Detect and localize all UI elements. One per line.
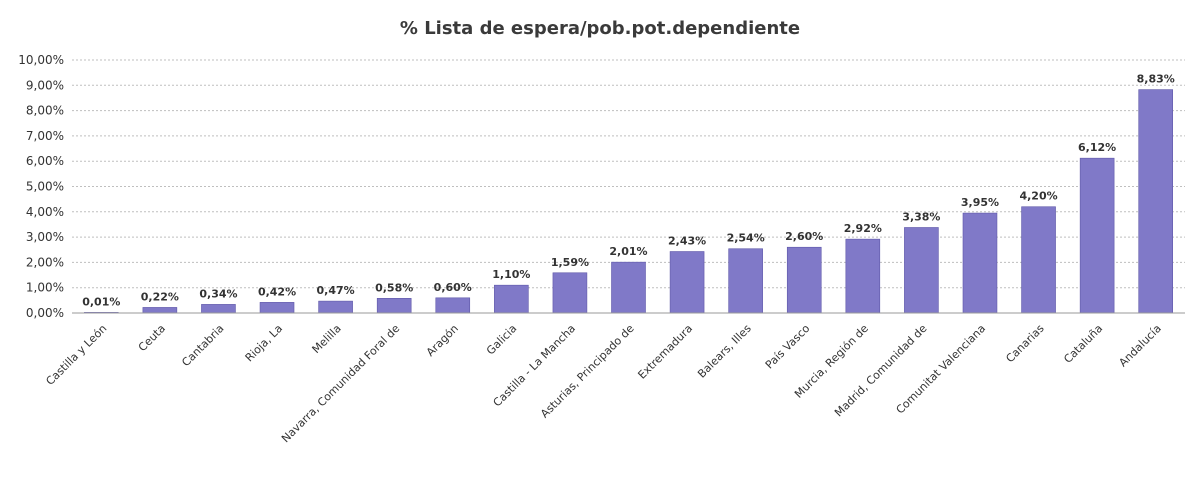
bar <box>728 248 763 314</box>
data-label: 2,43% <box>668 235 706 248</box>
chart-title: % Lista de espera/pob.pot.dependiente <box>400 18 800 39</box>
x-tick-label: Cantabria <box>179 322 226 369</box>
data-label: 6,12% <box>1078 141 1116 154</box>
bars <box>84 89 1173 314</box>
x-tick-label: Cataluña <box>1061 322 1105 366</box>
bar <box>435 297 471 314</box>
x-tick-label: Galicia <box>484 322 520 358</box>
y-tick-label: 10,00% <box>18 53 64 67</box>
x-tick-label: Navarra, Comunidad Foral de <box>279 322 402 445</box>
x-tick-label: Canarias <box>1003 322 1046 365</box>
data-label: 0,01% <box>82 295 120 308</box>
x-tick-label: Rioja, La <box>243 322 285 364</box>
bar <box>259 302 295 314</box>
bar <box>142 307 178 314</box>
y-tick-label: 5,00% <box>26 180 64 194</box>
bar <box>1138 89 1173 314</box>
data-label: 2,54% <box>727 232 765 245</box>
bar <box>376 298 412 314</box>
x-tick-label: Aragón <box>424 322 461 359</box>
x-tick-label: Balears, Illes <box>695 322 754 381</box>
x-tick-label: Andalucía <box>1116 322 1163 369</box>
data-label: 0,34% <box>199 287 237 300</box>
data-label: 2,60% <box>785 230 823 243</box>
y-axis-ticks: 0,00% 1,00% 2,00% 3,00% 4,00% 5,00% 6,00% 7,00%… <box>18 53 64 320</box>
data-label: 0,60% <box>434 281 472 294</box>
data-label: 4,20% <box>1019 190 1057 203</box>
data-label: 2,92% <box>844 222 882 235</box>
y-tick-label: 9,00% <box>26 78 64 92</box>
data-labels: 0,01% 0,22% 0,34% 0,42% 0,47% 0,58% 0,60% 1,10%… <box>82 73 1175 309</box>
data-label: 0,47% <box>317 284 355 297</box>
data-label: 0,42% <box>258 285 296 298</box>
bar <box>318 300 353 314</box>
x-tick-label: País Vasco <box>763 322 813 372</box>
x-tick-label: Extremadura <box>635 322 695 382</box>
data-label: 0,58% <box>375 281 413 294</box>
data-label: 1,10% <box>492 268 530 281</box>
y-tick-label: 1,00% <box>26 281 64 295</box>
data-label: 0,22% <box>141 290 179 303</box>
x-tick-label: Ceuta <box>136 322 168 354</box>
y-tick-label: 2,00% <box>26 255 64 269</box>
y-tick-label: 8,00% <box>26 104 64 118</box>
bar <box>1021 206 1056 314</box>
y-tick-label: 6,00% <box>26 154 64 168</box>
y-tick-label: 4,00% <box>26 205 64 219</box>
data-label: 8,83% <box>1137 73 1175 86</box>
bar <box>669 251 705 314</box>
y-tick-label: 3,00% <box>26 230 64 244</box>
x-tick-label: Castilla y León <box>43 322 109 388</box>
bar <box>611 261 646 314</box>
bar <box>904 227 939 314</box>
data-label: 2,01% <box>609 245 647 258</box>
data-label: 1,59% <box>551 256 589 269</box>
bar <box>1079 157 1115 314</box>
bar <box>962 212 998 314</box>
bar <box>494 284 529 314</box>
bar <box>786 246 822 314</box>
x-tick-label: Melilla <box>310 322 344 356</box>
y-tick-label: 0,00% <box>26 306 64 320</box>
bar <box>552 272 588 314</box>
y-tick-label: 7,00% <box>26 129 64 143</box>
data-label: 3,95% <box>961 196 999 209</box>
bar <box>201 304 236 314</box>
x-axis-ticks: Castilla y León Ceuta Cantabria Rioja, La Me… <box>43 322 1163 445</box>
bar <box>845 238 881 314</box>
data-label: 3,38% <box>902 210 940 223</box>
